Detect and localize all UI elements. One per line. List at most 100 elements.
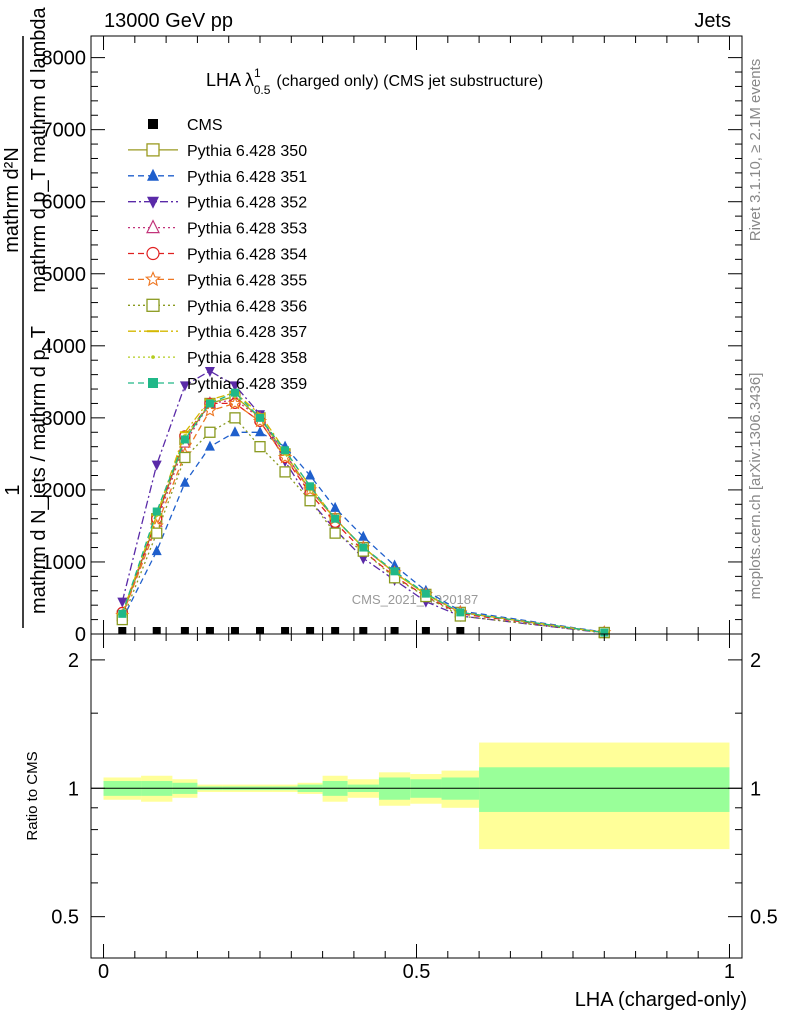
- series-point: [306, 482, 315, 491]
- series-point: [359, 543, 368, 552]
- series-point: [421, 589, 430, 598]
- legend-marker: [146, 219, 160, 234]
- cms-point: [180, 627, 189, 634]
- ratio-inner-band: [479, 767, 730, 812]
- ratio-tick-label: 1: [68, 778, 79, 800]
- title-suffix: (charged only) (CMS jet substructure): [276, 73, 543, 90]
- ratio-tick-label: 0.5: [51, 907, 79, 929]
- ylabel-numerator: 1: [2, 484, 24, 495]
- series-point: [281, 446, 290, 455]
- series-point: [117, 597, 128, 608]
- series-point: [179, 476, 190, 487]
- ratio-y-label: Ratio to CMS: [24, 751, 41, 840]
- header-left: 13000 GeV pp: [104, 10, 233, 32]
- cms-point: [205, 627, 214, 634]
- series-point: [118, 609, 127, 618]
- cms-points: [118, 627, 465, 634]
- cms-point: [230, 627, 239, 634]
- legend-marker: [144, 270, 162, 287]
- legend-label: Pythia 6.428 355: [187, 272, 307, 289]
- y-tick-label: 5000: [42, 264, 87, 286]
- series-point: [329, 527, 341, 539]
- series-point: [152, 507, 161, 516]
- legend-marker: [147, 196, 159, 209]
- legend-label: Pythia 6.428 351: [187, 169, 307, 186]
- series-point: [227, 395, 243, 410]
- legend-marker: [148, 378, 158, 388]
- series-point: [279, 466, 291, 478]
- series-point: [151, 527, 163, 539]
- y-tick-label: 8000: [42, 48, 87, 70]
- series-point: [204, 367, 215, 378]
- series-point: [205, 399, 214, 408]
- legend-label: Pythia 6.428 353: [187, 221, 307, 238]
- legend-marker: [147, 168, 159, 181]
- series-point: [229, 381, 240, 392]
- y-tick-label: 3000: [42, 408, 87, 430]
- ratio-tick-label: 2: [68, 650, 79, 672]
- mcplots-label: mcplots.cern.ch [arXiv:1306.3436]: [747, 373, 764, 600]
- series-point: [304, 495, 316, 507]
- cms-point: [306, 627, 315, 634]
- ratio-y-ticks: 0.5 0.5 1 1 2 2: [51, 650, 778, 929]
- x-tick-label: 0: [98, 961, 109, 983]
- legend-label: Pythia 6.428 358: [187, 350, 307, 367]
- ratio-tick-label: 1: [750, 778, 761, 800]
- series-line: [121, 391, 605, 634]
- legend-label: Pythia 6.428 352: [187, 195, 307, 212]
- series-point: [179, 381, 190, 392]
- main-x-ticks: [103, 36, 730, 634]
- legend-label: Pythia 6.428 350: [187, 143, 307, 160]
- legend-marker: [146, 246, 160, 261]
- rivet-label: Rivet 3.1.10, ≥ 2.1M events: [747, 59, 764, 242]
- cms-point: [421, 627, 430, 634]
- x-axis-label: LHA (charged-only): [575, 989, 747, 1011]
- legend-marker-cms: [148, 119, 158, 129]
- legend-label: Pythia 6.428 357: [187, 324, 307, 341]
- x-tick-label: 1: [724, 961, 735, 983]
- ratio-x-ticks: 0 0.5 1: [98, 634, 735, 983]
- series-point: [358, 530, 369, 541]
- ylabel-line-c: mathrm d N_jets / mathrm d p_T: [28, 326, 50, 614]
- cms-point: [152, 627, 161, 634]
- series-point: [229, 426, 240, 437]
- y-tick-label: 6000: [42, 192, 87, 214]
- series-point: [256, 413, 265, 422]
- series-point: [151, 460, 162, 471]
- series-point: [229, 412, 241, 424]
- legend-label: Pythia 6.428 359: [187, 376, 307, 393]
- cms-point: [256, 627, 265, 634]
- series-point: [389, 559, 400, 570]
- series-point: [151, 545, 162, 556]
- series-point: [204, 440, 215, 451]
- y-tick-label: 7000: [42, 120, 87, 142]
- y-tick-label: 2000: [42, 480, 87, 502]
- series-point: [179, 451, 191, 464]
- series-line: [121, 431, 605, 633]
- title-sub: 0.5: [254, 83, 271, 97]
- ratio-panel: 0.5 0.51 12 2 0 0.5 1 Ratio to CMS: [24, 633, 778, 983]
- series-point: [331, 514, 340, 523]
- cms-point: [359, 627, 368, 634]
- title-prefix: LHA λ: [206, 70, 254, 90]
- series-point: [204, 426, 216, 438]
- series-point: [305, 469, 316, 480]
- series-point: [358, 554, 369, 565]
- series-point: [330, 501, 341, 512]
- x-tick-label: 0.5: [403, 961, 431, 983]
- ratio-tick-label: 0.5: [750, 907, 778, 929]
- series-line: [121, 395, 605, 634]
- legend: CMS Pythia 6.428 350 Pythia 6.428 351 Pythi…: [128, 117, 307, 393]
- title-sup: 1: [254, 66, 261, 80]
- cms-point: [331, 627, 340, 634]
- cms-point: [281, 627, 290, 634]
- y-tick-label: 1000: [42, 552, 87, 574]
- ratio-tick-label: 2: [750, 650, 761, 672]
- main-y-ticks: 0 1000 2000 3000 4000 5000 6000 7000 8000: [42, 48, 742, 646]
- series-point: [180, 435, 189, 444]
- y-tick-label: 4000: [42, 336, 87, 358]
- cms-point: [118, 627, 127, 634]
- ratio-bands: [103, 742, 730, 850]
- series-point: [390, 567, 399, 576]
